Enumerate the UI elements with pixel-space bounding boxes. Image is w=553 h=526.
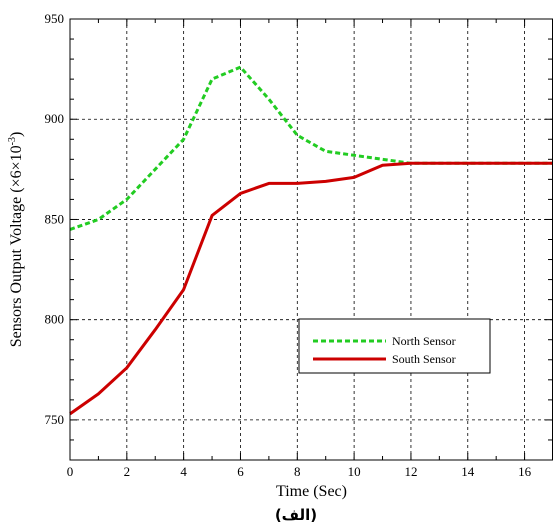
legend-south-label: South Sensor (392, 352, 456, 366)
y-axis-title: Sensors Output Voltage (×6×10-3) (7, 132, 25, 348)
x-tick-label: 14 (461, 464, 475, 479)
plot-frame (69, 18, 553, 461)
y-tick-label: 850 (45, 211, 65, 226)
series-line-north-sensor (69, 65, 553, 231)
y-tick-label: 800 (45, 312, 65, 327)
y-tick-label: 950 (45, 11, 65, 26)
x-tick-label: 2 (124, 464, 131, 479)
x-axis-title: Time (Sec) (276, 483, 347, 500)
figure-caption: (الف) (275, 506, 317, 524)
legend-north-label: North Sensor (392, 334, 456, 348)
series-lines (69, 65, 553, 416)
legend: North Sensor South Sensor (298, 318, 491, 374)
x-tick-label: 4 (180, 464, 187, 479)
grid-lines (70, 19, 553, 460)
x-tick-label: 0 (67, 464, 74, 479)
x-tick-label: 6 (237, 464, 244, 479)
x-tick-label: 8 (294, 464, 301, 479)
legend-box (298, 318, 491, 374)
y-axis-title-exponent: -3 (7, 137, 18, 145)
y-tick-label: 750 (45, 412, 65, 427)
y-tick-label: 900 (45, 111, 65, 126)
x-tick-label: 12 (404, 464, 417, 479)
tick-labels: 0 2 4 6 8 10 12 14 16 750 800 850 900 950 (45, 11, 532, 479)
y-axis-title-close: ) (8, 132, 25, 137)
x-tick-label: 10 (348, 464, 361, 479)
series-line-south-sensor (69, 161, 553, 416)
axis-ticks (69, 18, 553, 461)
x-tick-label: 16 (518, 464, 532, 479)
y-axis-title-main: Sensors Output Voltage (×6×10 (8, 145, 25, 347)
